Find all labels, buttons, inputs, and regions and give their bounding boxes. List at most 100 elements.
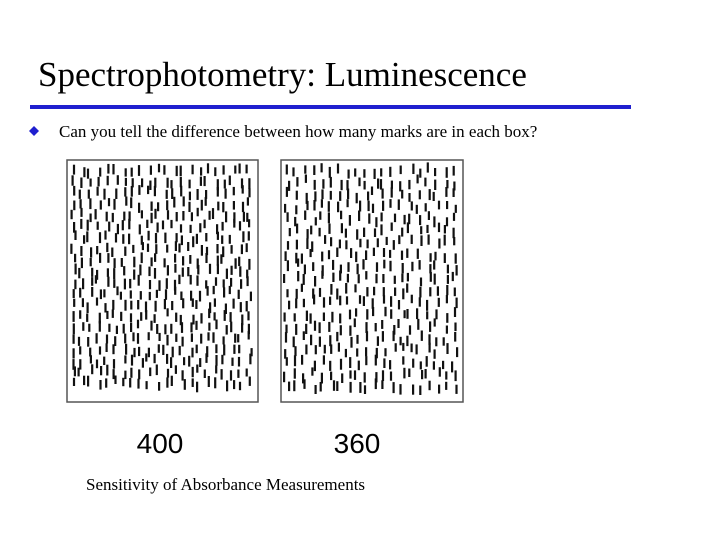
mark bbox=[246, 276, 249, 287]
mark bbox=[94, 209, 97, 220]
mark bbox=[148, 280, 152, 290]
mark bbox=[237, 356, 241, 367]
mark bbox=[331, 311, 334, 323]
mark bbox=[288, 300, 291, 310]
mark bbox=[329, 176, 332, 188]
mark bbox=[310, 334, 313, 346]
mark bbox=[220, 369, 223, 380]
mark bbox=[187, 267, 190, 277]
mark bbox=[376, 238, 379, 248]
mark bbox=[424, 177, 427, 187]
mark bbox=[166, 334, 169, 346]
mark bbox=[130, 367, 133, 378]
mark bbox=[165, 278, 168, 289]
mark bbox=[363, 372, 366, 383]
mark bbox=[456, 347, 459, 358]
mark bbox=[376, 336, 379, 346]
mark bbox=[366, 239, 369, 249]
mark bbox=[314, 345, 317, 355]
mark bbox=[314, 191, 317, 202]
mark bbox=[196, 258, 199, 269]
mark bbox=[179, 165, 182, 177]
mark bbox=[150, 212, 153, 224]
mark bbox=[389, 249, 392, 258]
mark bbox=[215, 344, 218, 354]
mark bbox=[445, 325, 448, 334]
mark bbox=[205, 233, 208, 242]
mark bbox=[196, 364, 199, 373]
mark bbox=[320, 372, 323, 384]
mark bbox=[358, 177, 361, 187]
mark bbox=[288, 228, 291, 237]
mark bbox=[420, 226, 423, 235]
mark bbox=[195, 300, 198, 309]
mark bbox=[381, 380, 384, 389]
mark bbox=[188, 191, 191, 201]
mark bbox=[318, 322, 321, 334]
mark bbox=[328, 166, 331, 178]
mark bbox=[420, 330, 423, 341]
mark bbox=[246, 212, 249, 222]
mark bbox=[293, 313, 296, 322]
mark bbox=[240, 244, 243, 255]
mark bbox=[358, 210, 361, 221]
mark bbox=[138, 185, 141, 195]
mark bbox=[286, 289, 289, 298]
mark bbox=[239, 266, 242, 277]
mark bbox=[435, 309, 438, 320]
mark bbox=[103, 289, 106, 298]
mark bbox=[349, 381, 352, 393]
mark bbox=[106, 268, 109, 277]
mark bbox=[138, 346, 141, 357]
mark bbox=[178, 243, 181, 253]
mark bbox=[389, 199, 392, 208]
mark bbox=[115, 188, 118, 199]
mark bbox=[320, 199, 323, 208]
mark bbox=[147, 332, 150, 341]
mark bbox=[375, 217, 378, 228]
mark bbox=[295, 298, 298, 309]
mark bbox=[174, 253, 177, 263]
mark bbox=[397, 300, 401, 310]
mark bbox=[426, 299, 429, 311]
mark bbox=[380, 224, 383, 236]
mark bbox=[207, 376, 210, 387]
mark bbox=[336, 331, 339, 342]
mark bbox=[451, 271, 454, 282]
mark bbox=[446, 275, 449, 284]
mark bbox=[180, 185, 183, 197]
mark bbox=[211, 208, 215, 219]
mark bbox=[178, 274, 181, 285]
mark bbox=[297, 258, 300, 267]
caption: Sensitivity of Absorbance Measurements bbox=[86, 475, 365, 494]
mark bbox=[188, 179, 191, 189]
mark bbox=[434, 251, 437, 261]
mark bbox=[74, 263, 77, 275]
mark bbox=[416, 308, 419, 320]
mark bbox=[228, 234, 231, 244]
mark bbox=[403, 310, 406, 319]
mark bbox=[329, 190, 332, 200]
mark bbox=[149, 367, 152, 377]
mark bbox=[228, 285, 231, 295]
mark bbox=[371, 298, 374, 309]
mark bbox=[166, 368, 170, 378]
mark bbox=[191, 298, 194, 307]
mark bbox=[245, 243, 248, 253]
mark bbox=[170, 357, 173, 368]
mark bbox=[237, 334, 240, 343]
mark bbox=[181, 336, 184, 347]
mark bbox=[190, 212, 193, 222]
mark bbox=[363, 180, 366, 190]
mark bbox=[356, 229, 359, 240]
mark bbox=[96, 269, 99, 280]
mark bbox=[401, 189, 404, 199]
mark bbox=[146, 219, 149, 228]
mark bbox=[122, 323, 125, 334]
mark bbox=[239, 302, 242, 313]
mark bbox=[216, 187, 219, 197]
mark bbox=[318, 287, 322, 297]
mark bbox=[182, 196, 185, 207]
mark bbox=[392, 240, 395, 250]
mark bbox=[408, 213, 411, 225]
